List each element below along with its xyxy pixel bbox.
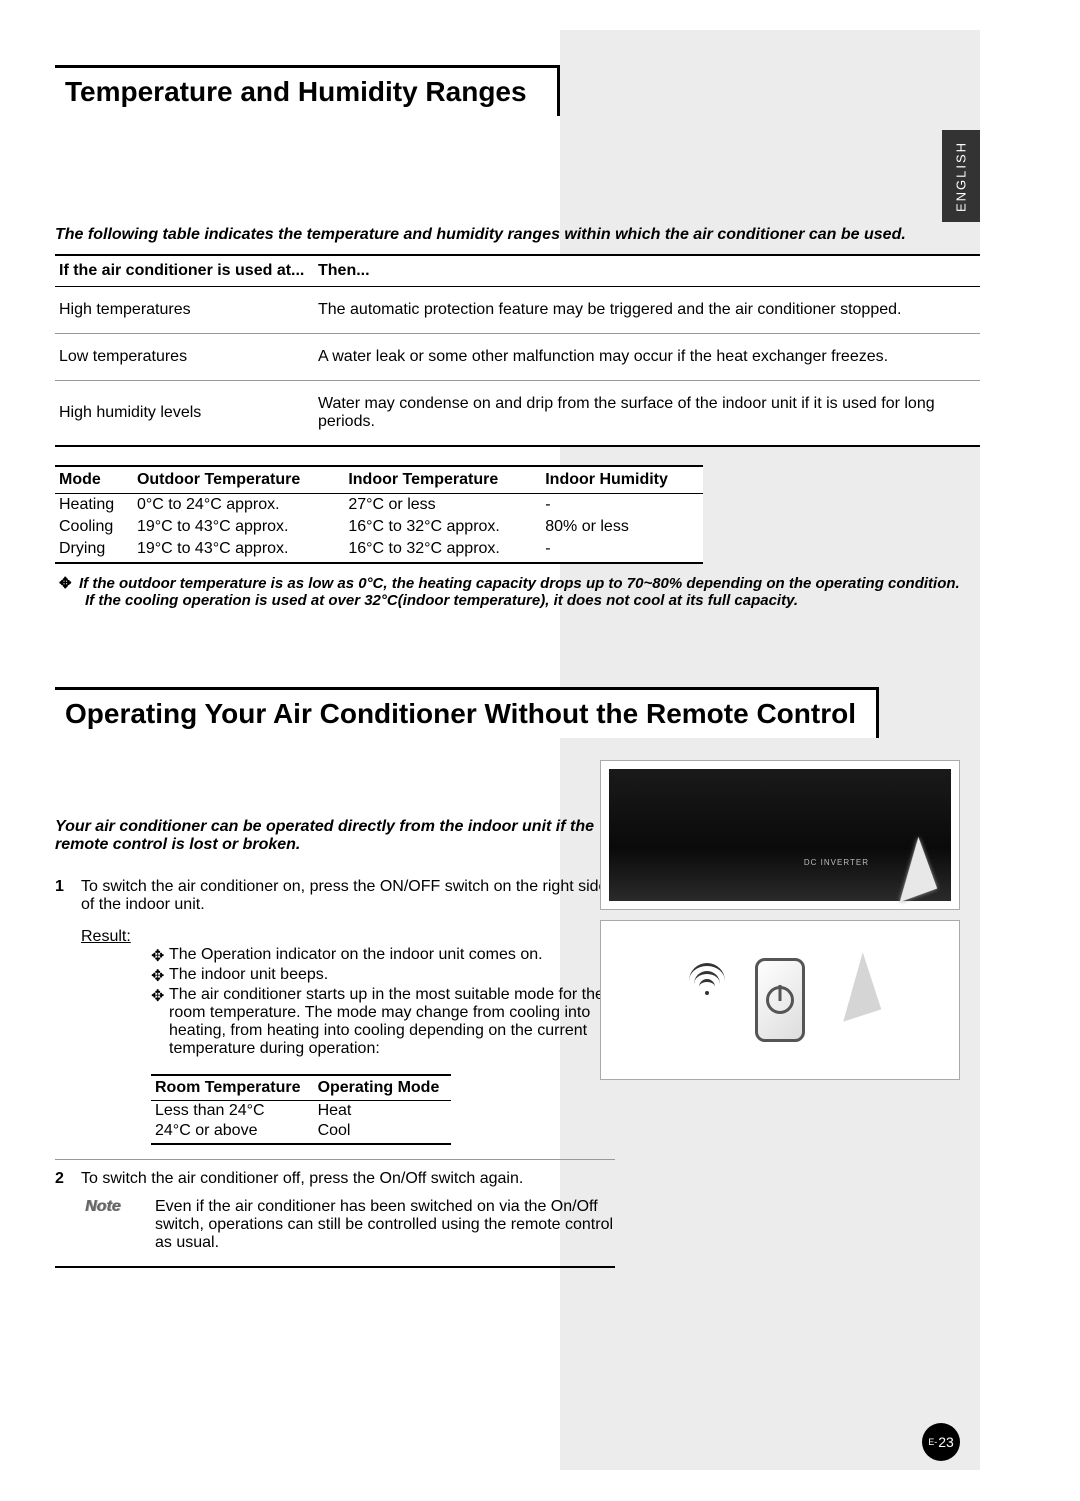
bullet-icon: ✥ [59, 574, 79, 592]
hand-pointer-icon [825, 952, 882, 1021]
table-row: Drying19°C to 43°C approx.16°C to 32°C a… [55, 538, 703, 563]
col-header: If the air conditioner is used at... [55, 255, 314, 287]
power-icon [766, 986, 794, 1014]
modes-table: Mode Outdoor Temperature Indoor Temperat… [55, 465, 703, 564]
language-tab: ENGLISH [942, 130, 980, 222]
bullet-icon: ✥ [151, 986, 169, 1058]
unit-illustration: DC INVERTER [600, 760, 960, 910]
button-illustration [600, 920, 960, 1080]
step-1: 1 To switch the air conditioner on, pres… [55, 878, 615, 1160]
table-row: Heating0°C to 24°C approx.27°C or less- [55, 494, 703, 517]
conditions-table: If the air conditioner is used at... The… [55, 254, 980, 447]
section1-title-box: Temperature and Humidity Ranges [55, 65, 560, 116]
roomtemp-table: Room TemperatureOperating Mode Less than… [151, 1074, 451, 1145]
page-number: E-23 [922, 1423, 960, 1461]
note-label: Note [85, 1198, 155, 1252]
inverter-label: DC INVERTER [804, 858, 869, 867]
step-number: 1 [55, 878, 81, 1145]
table-header-row: If the air conditioner is used at... The… [55, 255, 980, 287]
table-row: High temperaturesThe automatic protectio… [55, 287, 980, 334]
note-text: Even if the air conditioner has been swi… [155, 1198, 615, 1252]
footnotes: ✥If the outdoor temperature is as low as… [55, 574, 980, 609]
section1-title: Temperature and Humidity Ranges [65, 76, 527, 108]
section2-intro: Your air conditioner can be operated dir… [55, 818, 615, 854]
col-header: Then... [314, 255, 980, 287]
step-text: To switch the air conditioner on, press … [81, 878, 615, 914]
step-text: To switch the air conditioner off, press… [81, 1170, 615, 1188]
bullet-icon: ✥ [151, 966, 169, 986]
section2-title-box: Operating Your Air Conditioner Without t… [55, 687, 879, 738]
step-2: 2 To switch the air conditioner off, pre… [55, 1170, 615, 1268]
table-row: Cooling19°C to 43°C approx.16°C to 32°C … [55, 516, 703, 538]
bullet-icon: ✥ [151, 946, 169, 966]
table-row: Low temperaturesA water leak or some oth… [55, 334, 980, 381]
table-header-row: Mode Outdoor Temperature Indoor Temperat… [55, 466, 703, 494]
result-label: Result: [81, 928, 131, 946]
table-row: High humidity levelsWater may condense o… [55, 381, 980, 447]
section1-intro: The following table indicates the temper… [55, 226, 980, 244]
power-button-graphic [755, 958, 805, 1042]
step-number: 2 [55, 1170, 81, 1252]
section2-title: Operating Your Air Conditioner Without t… [65, 698, 856, 730]
